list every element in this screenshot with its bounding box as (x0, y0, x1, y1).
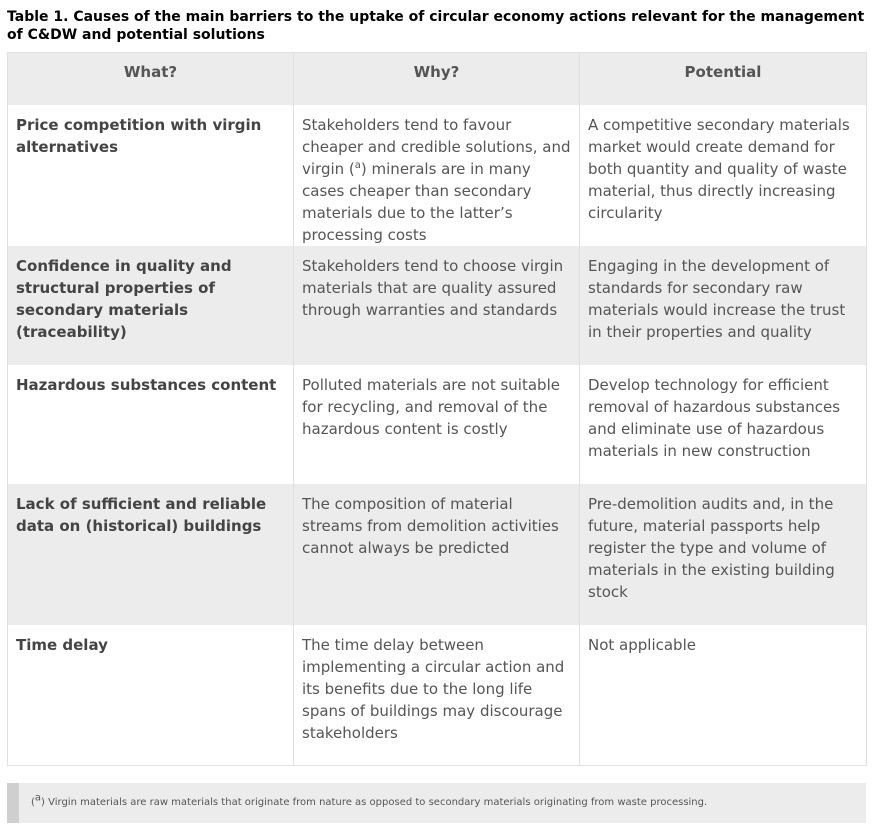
header-what: What? (7, 52, 294, 105)
row-potential-cell: Pre-demolition audits and, in the future… (579, 483, 867, 625)
row-potential-cell: Develop technology for efficient removal… (579, 364, 867, 484)
header-potential: Potential (579, 52, 867, 105)
row-why-cell: Polluted materials are not suitable for … (293, 364, 580, 484)
row-why-cell: Stakeholders tend to favour cheaper and … (293, 104, 580, 246)
row-what-cell: Confidence in quality and structural pro… (7, 245, 294, 365)
table-row: Time delay The time delay between implem… (7, 624, 867, 766)
footnote-marker: a (354, 159, 361, 171)
table-row: Lack of sufficient and reliable data on … (7, 483, 867, 625)
row-potential-cell: A competitive secondary materials market… (579, 104, 867, 246)
row-why-cell: The composition of material streams from… (293, 483, 580, 625)
row-potential-cell: Not applicable (579, 624, 867, 766)
row-what-cell: Price competition with virgin alternativ… (7, 104, 294, 246)
footnote-open: ( (31, 797, 35, 808)
header-why: Why? (293, 52, 580, 105)
table-row: Hazardous substances content Polluted ma… (7, 364, 867, 484)
table-row: Confidence in quality and structural pro… (7, 245, 867, 365)
row-potential-cell: Engaging in the development of standards… (579, 245, 867, 365)
row-why-cell: The time delay between implementing a ci… (293, 624, 580, 766)
footnote-text: ) Virgin materials are raw materials tha… (41, 797, 708, 808)
row-why-cell: Stakeholders tend to choose virgin mater… (293, 245, 580, 365)
row-what-cell: Lack of sufficient and reliable data on … (7, 483, 294, 625)
why-text-before: Stakeholders tend to favour cheaper and … (302, 115, 571, 178)
footnote-marker: a (34, 792, 42, 804)
why-text-after: ) minerals are in many cases cheaper tha… (302, 159, 532, 244)
row-what-cell: Time delay (7, 624, 294, 766)
table-footnote: (a) Virgin materials are raw materials t… (7, 783, 866, 823)
header-row: What? Why? Potential (7, 52, 867, 105)
table-caption: Table 1. Causes of the main barriers to … (7, 9, 865, 43)
barriers-table: What? Why? Potential Price competition w… (7, 52, 867, 766)
row-what-cell: Hazardous substances content (7, 364, 294, 484)
table-row: Price competition with virgin alternativ… (7, 104, 867, 246)
